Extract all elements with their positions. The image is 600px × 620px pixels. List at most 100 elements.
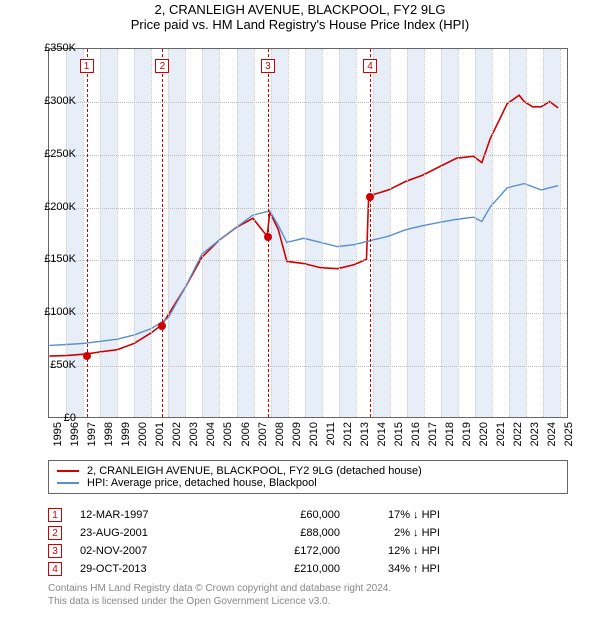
- x-tick-label: 1999: [120, 422, 132, 446]
- chart-vgrid: [271, 49, 272, 417]
- x-tick-label: 2010: [308, 422, 320, 446]
- sale-marker-box: 2: [155, 59, 169, 73]
- x-tick-label: 2009: [291, 422, 303, 446]
- y-tick-label: £350K: [44, 42, 76, 54]
- x-tick-label: 2016: [410, 422, 422, 446]
- x-tick-label: 2000: [137, 422, 149, 446]
- legend-item-hpi: HPI: Average price, detached house, Blac…: [57, 477, 559, 489]
- sale-price: £88,000: [230, 527, 340, 539]
- chart-vgrid: [219, 49, 220, 417]
- sale-price: £172,000: [230, 545, 340, 557]
- x-tick-label: 2007: [257, 422, 269, 446]
- sale-marker-dot: [264, 233, 272, 241]
- sale-date: 12-MAR-1997: [80, 509, 230, 521]
- chart-vgrid: [543, 49, 544, 417]
- chart-vgrid: [305, 49, 306, 417]
- sale-vs-hpi: ↓ HPI: [410, 509, 500, 521]
- sale-vs-hpi: ↓ HPI: [410, 545, 500, 557]
- sale-date: 29-OCT-2013: [80, 563, 230, 575]
- sale-marker-box: 4: [363, 59, 377, 73]
- chart-hgrid: [49, 260, 567, 261]
- chart-vgrid: [526, 49, 527, 417]
- chart-plot-area: 1 2 3 4: [48, 48, 568, 418]
- x-tick-label: 2020: [478, 422, 490, 446]
- x-tick-label: 2006: [240, 422, 252, 446]
- sale-marker-box: 1: [80, 59, 94, 73]
- x-tick-label: 2014: [376, 422, 388, 446]
- x-tick-label: 2001: [154, 422, 166, 446]
- y-tick-label: £300K: [44, 95, 76, 107]
- title-address: 2, CRANLEIGH AVENUE, BLACKPOOL, FY2 9LG: [0, 2, 600, 17]
- sale-index-box: 3: [48, 544, 62, 558]
- sale-date: 23-AUG-2001: [80, 527, 230, 539]
- sale-index-box: 4: [48, 562, 62, 576]
- x-tick-label: 2023: [529, 422, 541, 446]
- chart-hgrid: [49, 366, 567, 367]
- x-tick-label: 2004: [205, 422, 217, 446]
- legend-box: 2, CRANLEIGH AVENUE, BLACKPOOL, FY2 9LG …: [48, 460, 568, 494]
- chart-hgrid: [49, 208, 567, 209]
- sale-pct: 2%: [340, 527, 410, 539]
- legend-item-property: 2, CRANLEIGH AVENUE, BLACKPOOL, FY2 9LG …: [57, 465, 559, 477]
- footer-line1: Contains HM Land Registry data © Crown c…: [48, 582, 568, 595]
- chart-hgrid: [49, 155, 567, 156]
- sales-table-row: 302-NOV-2007£172,00012% ↓ HPI: [48, 542, 568, 560]
- chart-vgrid: [509, 49, 510, 417]
- chart-hgrid: [49, 313, 567, 314]
- x-tick-label: 2013: [359, 422, 371, 446]
- chart-vgrid: [373, 49, 374, 417]
- sale-vs-hpi: ↓ HPI: [410, 527, 500, 539]
- sale-marker-dot: [83, 352, 91, 360]
- sale-marker-box: 3: [261, 59, 275, 73]
- chart-vgrid: [322, 49, 323, 417]
- legend-label-hpi: HPI: Average price, detached house, Blac…: [87, 477, 317, 489]
- chart-vgrid: [202, 49, 203, 417]
- sale-price: £60,000: [230, 509, 340, 521]
- sales-table-row: 4 29-OCT-2013£210,00034% ↑ HPI: [48, 560, 568, 578]
- y-tick-label: £50K: [50, 359, 76, 371]
- x-tick-label: 2008: [274, 422, 286, 446]
- sale-pct: 34%: [340, 563, 410, 575]
- x-tick-label: 2005: [222, 422, 234, 446]
- chart-hgrid: [49, 102, 567, 103]
- chart-vgrid: [168, 49, 169, 417]
- legend-swatch-property: [57, 470, 79, 472]
- chart-vgrid: [185, 49, 186, 417]
- sale-pct: 12%: [340, 545, 410, 557]
- chart-vgrid: [83, 49, 84, 417]
- x-tick-label: 2003: [188, 422, 200, 446]
- y-tick-label: £100K: [44, 306, 76, 318]
- chart-vgrid: [390, 49, 391, 417]
- sale-vs-hpi: ↑ HPI: [410, 563, 500, 575]
- x-tick-label: 1998: [103, 422, 115, 446]
- x-tick-label: 2025: [563, 422, 575, 446]
- sale-pct: 17%: [340, 509, 410, 521]
- footer-line2: This data is licensed under the Open Gov…: [48, 595, 568, 608]
- chart-vgrid: [339, 49, 340, 417]
- chart-svg: [49, 49, 567, 417]
- sale-marker-line: [370, 49, 371, 417]
- x-tick-label: 2015: [393, 422, 405, 446]
- sale-marker-dot: [158, 322, 166, 330]
- sale-index-box: 1: [48, 508, 62, 522]
- page-root: 2, CRANLEIGH AVENUE, BLACKPOOL, FY2 9LG …: [0, 0, 600, 620]
- x-tick-label: 1996: [69, 422, 81, 446]
- x-tick-label: 1995: [52, 422, 64, 446]
- x-tick-label: 2019: [461, 422, 473, 446]
- legend-swatch-hpi: [57, 482, 79, 484]
- x-tick-label: 2021: [495, 422, 507, 446]
- sale-marker-line: [87, 49, 88, 417]
- chart-vgrid: [288, 49, 289, 417]
- legend-label-property: 2, CRANLEIGH AVENUE, BLACKPOOL, FY2 9LG …: [87, 465, 422, 477]
- x-tick-label: 2017: [427, 422, 439, 446]
- sales-table-row: 1 12-MAR-1997£60,00017% ↓ HPI: [48, 506, 568, 524]
- chart-vgrid: [151, 49, 152, 417]
- sale-price: £210,000: [230, 563, 340, 575]
- x-tick-label: 2024: [546, 422, 558, 446]
- chart-vgrid: [356, 49, 357, 417]
- chart-vgrid: [475, 49, 476, 417]
- x-tick-label: 2002: [171, 422, 183, 446]
- chart-vgrid: [407, 49, 408, 417]
- y-tick-label: £200K: [44, 201, 76, 213]
- x-tick-label: 2012: [342, 422, 354, 446]
